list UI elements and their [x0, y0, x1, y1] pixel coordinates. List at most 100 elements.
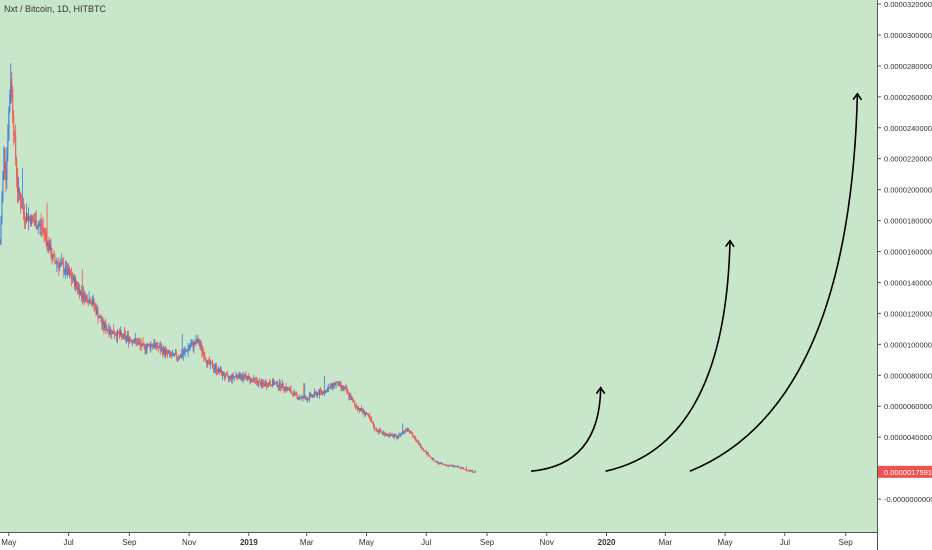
- candle-body: [392, 435, 394, 438]
- candle-body: [416, 440, 418, 442]
- candle-body: [413, 436, 415, 438]
- candle-body: [412, 434, 414, 437]
- candle-body: [200, 345, 202, 347]
- candle-body: [62, 262, 64, 264]
- candle-body: [162, 348, 164, 354]
- candle-body: [191, 343, 193, 346]
- candle-body: [447, 465, 449, 467]
- candle-body: [291, 392, 293, 394]
- candle-body: [196, 340, 198, 343]
- candle-body: [345, 388, 347, 389]
- candle-body: [261, 381, 263, 386]
- candle-body: [413, 437, 415, 439]
- x-tick-label: Mar: [658, 538, 672, 547]
- candle-body: [219, 370, 221, 372]
- candle-body: [469, 470, 471, 472]
- candle-body: [23, 207, 25, 214]
- candle-body: [150, 344, 152, 348]
- candle-body: [136, 341, 138, 345]
- candle-body: [463, 468, 465, 470]
- candle-body: [462, 467, 464, 469]
- candle-body: [280, 387, 282, 389]
- candle-body: [401, 433, 403, 435]
- candle-body: [427, 452, 429, 456]
- candle-body: [71, 275, 73, 280]
- projection-arrow: [531, 387, 602, 473]
- candle-body: [398, 434, 400, 437]
- candle-body: [99, 317, 101, 319]
- candle-body: [273, 383, 275, 385]
- candle-body: [15, 135, 17, 160]
- candle-body: [429, 456, 431, 458]
- candle-body: [79, 290, 81, 295]
- candle-body: [464, 469, 466, 471]
- candle-body: [209, 360, 211, 365]
- candle-body: [266, 383, 268, 387]
- candle-body: [333, 383, 335, 387]
- candle-body: [377, 431, 379, 433]
- candle-body: [131, 340, 133, 342]
- candle-body: [428, 455, 430, 457]
- candle-body: [339, 382, 341, 384]
- candle-body: [112, 330, 114, 335]
- candle-body: [152, 345, 154, 347]
- candle-body: [244, 374, 246, 377]
- candle-body: [332, 383, 334, 387]
- candle-body: [177, 357, 179, 359]
- candle-body: [293, 392, 295, 396]
- candle-body: [298, 398, 300, 400]
- candle-body: [275, 381, 277, 383]
- candle-body: [279, 382, 281, 388]
- candle-body: [111, 329, 113, 335]
- candle-body: [204, 357, 206, 359]
- candle-body: [110, 329, 112, 333]
- candle-body: [108, 329, 110, 334]
- candle-body: [94, 305, 96, 307]
- x-tick-label: Jul: [421, 538, 431, 547]
- candle-body: [316, 392, 318, 396]
- candle-body: [72, 279, 74, 281]
- candle-body: [381, 432, 383, 434]
- candle-body: [349, 396, 351, 398]
- candle-body: [359, 408, 361, 411]
- candle-body: [307, 398, 309, 401]
- candle-body: [286, 387, 288, 390]
- candle-body: [182, 354, 184, 356]
- candle-body: [85, 295, 87, 297]
- candle-body: [342, 386, 344, 389]
- candle-body: [143, 344, 145, 346]
- candle-body: [223, 376, 225, 378]
- candle-body: [114, 333, 116, 335]
- candle-body: [397, 436, 399, 439]
- candle-body: [347, 392, 349, 393]
- candle-body: [282, 383, 284, 388]
- candle-body: [264, 384, 266, 386]
- candle-body: [394, 435, 396, 437]
- candle-body: [257, 382, 259, 385]
- y-tick-label: 0.0000320000: [884, 0, 932, 9]
- y-tick-label: 0.0000100000: [884, 340, 932, 349]
- candle-body: [69, 272, 71, 274]
- candle-body: [176, 357, 178, 359]
- candle-body: [272, 380, 274, 385]
- candle-body: [375, 428, 377, 431]
- candle-body: [148, 344, 150, 346]
- candle-body: [396, 435, 398, 439]
- candle-body: [304, 396, 306, 399]
- candle-body: [124, 334, 126, 339]
- candle-body: [350, 396, 352, 400]
- candle-body: [190, 345, 192, 347]
- x-tick-label: Jul: [780, 538, 790, 547]
- candle-body: [343, 388, 345, 390]
- candle-body: [115, 334, 117, 336]
- candle-body: [243, 375, 245, 377]
- candle-body: [241, 378, 243, 379]
- candle-body: [383, 432, 385, 434]
- candle-body: [373, 426, 375, 429]
- candle-body: [462, 468, 464, 470]
- candle-body: [310, 394, 312, 396]
- candle-body: [157, 347, 159, 349]
- candle-body: [426, 452, 428, 454]
- candle-body: [365, 413, 367, 415]
